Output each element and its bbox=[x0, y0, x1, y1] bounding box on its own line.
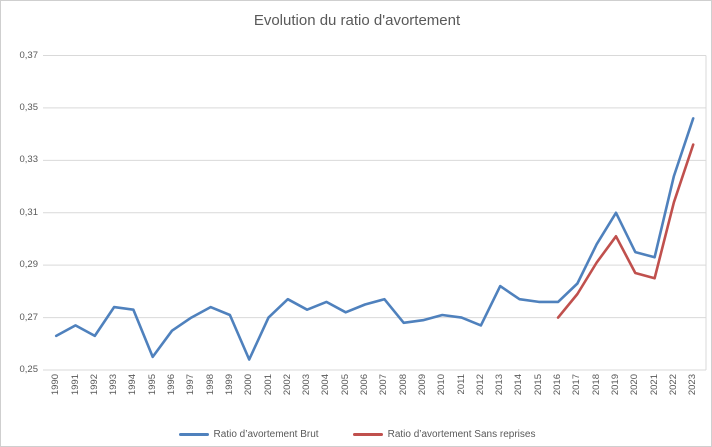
y-tick-label: 0,31 bbox=[19, 206, 39, 218]
x-tick-label: 2021 bbox=[648, 374, 660, 396]
legend-label-sans-reprises: Ratio d’avortement Sans reprises bbox=[387, 429, 536, 440]
x-tick-label: 1998 bbox=[204, 374, 216, 396]
y-tick-label: 0,27 bbox=[19, 311, 39, 323]
x-tick-label: 1994 bbox=[127, 374, 139, 396]
legend: Ratio d’avortement Brut Ratio d’avorteme… bbox=[1, 429, 711, 440]
x-tick-label: 2006 bbox=[359, 374, 371, 396]
y-tick-label: 0,35 bbox=[19, 101, 39, 113]
series-line-1 bbox=[556, 143, 695, 319]
legend-label-brut: Ratio d’avortement Brut bbox=[213, 429, 319, 440]
legend-line-swatch-red bbox=[352, 433, 383, 436]
x-tick-label: 2015 bbox=[532, 374, 544, 396]
x-tick-label: 2001 bbox=[262, 374, 274, 396]
x-tick-label: 2004 bbox=[320, 374, 332, 396]
y-tick-label: 0,29 bbox=[19, 259, 39, 271]
series-line-0 bbox=[54, 117, 695, 361]
x-tick-label: 2016 bbox=[552, 374, 564, 396]
legend-line-swatch-blue bbox=[178, 433, 209, 436]
x-tick-label: 1991 bbox=[69, 374, 81, 396]
legend-item-sans-reprises: Ratio d’avortement Sans reprises bbox=[352, 429, 536, 440]
x-tick-label: 2005 bbox=[339, 374, 351, 396]
y-tick-label: 0,25 bbox=[19, 364, 39, 375]
x-tick-label: 2012 bbox=[474, 374, 486, 396]
x-tick-label: 2003 bbox=[301, 374, 313, 396]
x-tick-label: 2017 bbox=[571, 374, 583, 396]
x-tick-label: 2007 bbox=[378, 374, 390, 396]
x-tick-label: 1997 bbox=[185, 374, 197, 396]
x-tick-label: 2022 bbox=[667, 374, 679, 396]
x-tick-label: 2023 bbox=[687, 374, 699, 396]
y-tick-label: 0,37 bbox=[19, 49, 39, 61]
x-tick-label: 1992 bbox=[88, 374, 100, 396]
chart-title: Evolution du ratio d'avortement bbox=[253, 12, 461, 29]
x-tick-label: 2019 bbox=[609, 374, 621, 396]
x-tick-label: 2002 bbox=[281, 374, 293, 396]
x-tick-label: 2010 bbox=[436, 374, 448, 396]
x-tick-label: 2020 bbox=[629, 374, 641, 396]
legend-item-brut: Ratio d’avortement Brut bbox=[178, 429, 319, 440]
x-tick-label: 2018 bbox=[590, 374, 602, 396]
x-tick-label: 1990 bbox=[50, 374, 62, 396]
x-tick-label: 1993 bbox=[108, 374, 120, 396]
x-tick-label: 2014 bbox=[513, 374, 525, 396]
x-tick-label: 2013 bbox=[494, 374, 506, 396]
x-tick-label: 2009 bbox=[416, 374, 428, 396]
x-tick-label: 2008 bbox=[397, 374, 409, 396]
x-tick-label: 1996 bbox=[166, 374, 178, 396]
x-tick-label: 1999 bbox=[223, 374, 235, 396]
x-tick-label: 2000 bbox=[243, 374, 255, 396]
x-tick-label: 2011 bbox=[455, 374, 467, 395]
x-tick-label: 1995 bbox=[146, 374, 158, 396]
y-tick-label: 0,33 bbox=[19, 154, 39, 166]
